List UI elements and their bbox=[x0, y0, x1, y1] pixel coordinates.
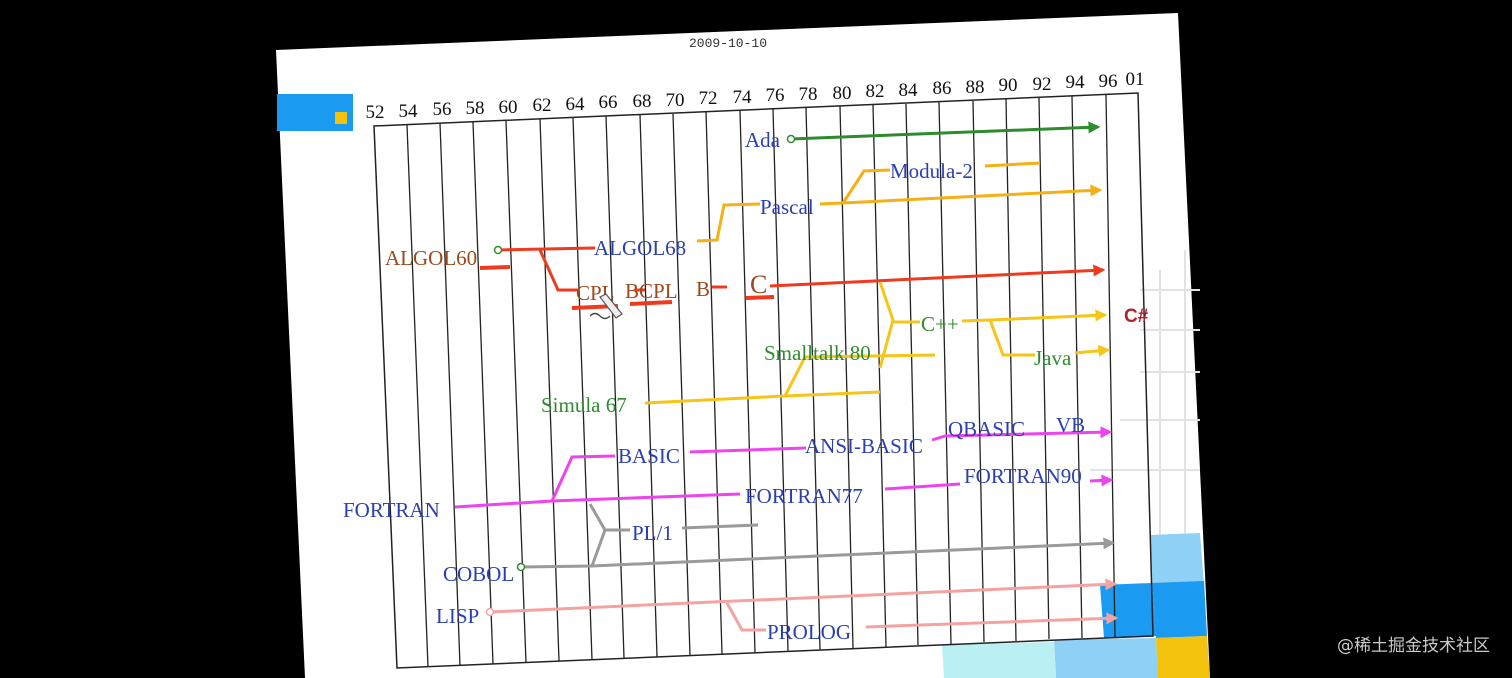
label-fortran: FORTRAN bbox=[343, 498, 440, 522]
year-label-extra: 01 bbox=[1126, 69, 1145, 90]
year-label: 86 bbox=[933, 78, 952, 99]
year-label: 54 bbox=[399, 101, 419, 122]
year-label: 94 bbox=[1066, 72, 1086, 93]
slide-date: 2009-10-10 bbox=[689, 36, 767, 51]
site-watermark: @稀土掘金技术社区 bbox=[1337, 636, 1490, 656]
label-ada: Ada bbox=[745, 128, 781, 152]
label-algol60: ALGOL60 bbox=[385, 246, 477, 270]
label-smalltalk80: Smalltalk 80 bbox=[764, 341, 871, 365]
year-label: 90 bbox=[999, 75, 1018, 96]
label-algol68: ALGOL68 bbox=[594, 236, 686, 260]
lisp-origin-dot bbox=[485, 607, 495, 617]
label-ansi-basic: ANSI-BASIC bbox=[805, 434, 923, 458]
label-basic: BASIC bbox=[618, 444, 680, 468]
year-label: 68 bbox=[633, 91, 652, 112]
year-label: 66 bbox=[599, 92, 618, 113]
pascal-lines bbox=[696, 161, 1103, 243]
pl1-cobol-lines bbox=[520, 503, 1116, 569]
label-fortran90: FORTRAN90 bbox=[964, 464, 1082, 488]
decorative-blocks bbox=[277, 94, 1210, 678]
label-vb: VB bbox=[1056, 413, 1085, 437]
label-simula67: Simula 67 bbox=[541, 393, 627, 417]
ada-line bbox=[786, 121, 1101, 144]
timeline-frame bbox=[373, 92, 1154, 669]
year-label: 92 bbox=[1033, 74, 1052, 95]
label-c: C bbox=[750, 270, 767, 299]
year-label: 78 bbox=[799, 84, 818, 105]
label-prolog: PROLOG bbox=[767, 620, 851, 644]
label-csharp: C# bbox=[1124, 306, 1149, 327]
algol60-origin-dot bbox=[493, 245, 503, 255]
label-bcpl: BCPL bbox=[625, 279, 678, 303]
basic-fortran-lines bbox=[454, 426, 1114, 509]
year-label: 52 bbox=[366, 102, 385, 123]
year-label: 72 bbox=[699, 88, 718, 109]
label-cobol: COBOL bbox=[443, 562, 514, 586]
year-label: 82 bbox=[866, 81, 885, 102]
oop-lines bbox=[644, 281, 1111, 405]
year-label: 60 bbox=[499, 97, 518, 118]
label-modula2: Modula-2 bbox=[890, 159, 973, 183]
slide-paper bbox=[276, 13, 1210, 678]
label-pascal: Pascal bbox=[760, 195, 814, 219]
label-pl1: PL/1 bbox=[632, 521, 673, 545]
year-label: 74 bbox=[733, 87, 753, 108]
pen-cursor-icon bbox=[589, 293, 623, 320]
algol-c-lines bbox=[479, 246, 1106, 310]
year-label: 80 bbox=[833, 83, 852, 104]
year-label: 88 bbox=[966, 77, 985, 98]
label-java: Java bbox=[1034, 346, 1072, 370]
year-label: 70 bbox=[666, 90, 685, 111]
year-label: 58 bbox=[466, 98, 485, 119]
year-label: 62 bbox=[533, 95, 552, 116]
decorative-grid bbox=[1090, 250, 1200, 540]
year-label: 96 bbox=[1099, 71, 1118, 92]
year-label: 84 bbox=[899, 80, 919, 101]
label-qbasic: QBASIC bbox=[948, 417, 1025, 441]
year-label: 56 bbox=[433, 99, 452, 120]
year-grid bbox=[406, 94, 1116, 668]
label-lisp: LISP bbox=[436, 604, 479, 628]
lisp-prolog-lines bbox=[489, 578, 1119, 632]
year-label: 76 bbox=[766, 85, 785, 106]
label-b: B bbox=[696, 277, 710, 301]
label-fortran77: FORTRAN77 bbox=[745, 484, 863, 508]
year-labels: 52 54 56 58 60 62 64 66 68 70 72 74 76 7… bbox=[366, 69, 1145, 123]
label-cpp: C++ bbox=[921, 312, 959, 336]
year-label: 64 bbox=[566, 94, 586, 115]
cobol-origin-dot bbox=[516, 562, 526, 572]
